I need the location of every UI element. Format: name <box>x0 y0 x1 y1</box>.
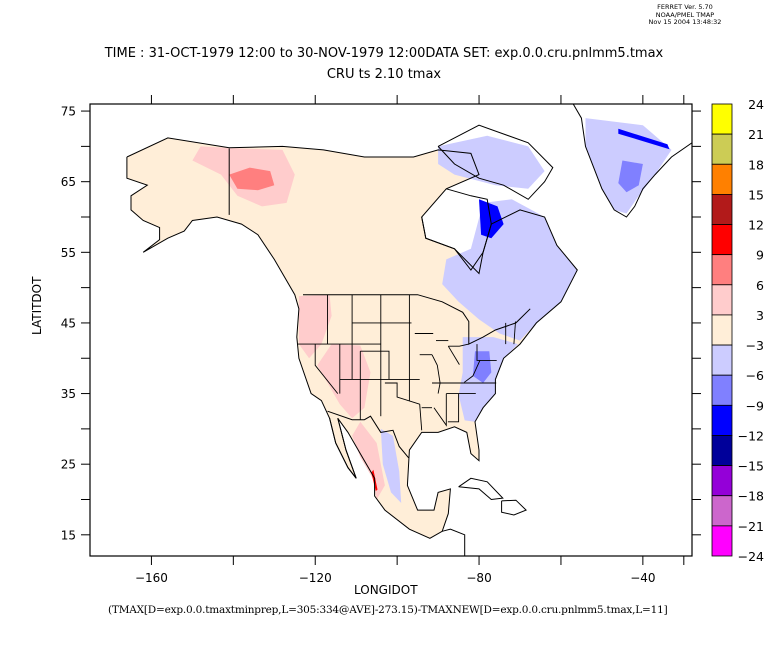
plot-title-variable: CRU ts 2.10 tmax <box>326 67 442 82</box>
y-tick-label: 55 <box>61 246 76 260</box>
footer-expression: (TMAX[D=exp.0.0.tmaxtminprep,L=305:334@A… <box>108 604 668 616</box>
colorbar-swatch <box>711 314 733 346</box>
colorbar-label: 6 <box>756 278 764 293</box>
colorbar-swatch <box>711 103 733 135</box>
state-border <box>384 382 420 405</box>
colorbar-swatch <box>711 224 733 256</box>
cuba-coast <box>458 477 504 501</box>
region-greenland-cooler <box>618 160 643 193</box>
region-western-mexico-warm <box>352 421 385 500</box>
coastline-layer <box>126 104 692 556</box>
colorbar-label: −21 <box>738 519 764 534</box>
hispaniola-coast <box>501 499 528 516</box>
baja-coast <box>329 418 357 479</box>
colorbar-label: −6 <box>746 368 764 383</box>
colorbar: 24 21 18 15 12 9 6 3 −3 −6 −9 −12 −15 −18 −21 −24 <box>711 97 764 564</box>
region-greenland-edge-cold <box>618 128 670 150</box>
colorbar-label: 15 <box>748 187 764 202</box>
x-tick-label: −80 <box>466 571 491 585</box>
state-border <box>513 321 516 345</box>
ferret-org: NOAA/PMEL TMAP <box>655 10 715 19</box>
x-tick-label: −40 <box>630 571 655 585</box>
colorbar-label: −15 <box>738 459 764 474</box>
axes-layer: −160 −120 −80 −40 15 25 35 45 55 65 75 <box>61 95 701 585</box>
region-baffin-cool <box>438 135 545 189</box>
colorbar-label: 18 <box>748 157 764 172</box>
x-axis-label: LONGIDOT <box>354 583 418 597</box>
colorbar-swatch <box>711 465 733 497</box>
baffin-island-coast <box>437 124 554 200</box>
x-tick-label: −120 <box>299 571 332 585</box>
y-tick-label: 25 <box>61 458 76 472</box>
colorbar-label: −24 <box>738 549 764 564</box>
state-border <box>447 345 460 365</box>
state-border <box>433 393 447 427</box>
anomaly-field-layer <box>126 118 672 539</box>
region-great-basin-warm <box>317 344 371 419</box>
us-mexico-border <box>327 410 409 459</box>
colorbar-label: 12 <box>748 218 764 233</box>
y-tick-label: 15 <box>61 528 76 542</box>
region-hudson-strait-cold <box>479 199 504 239</box>
colorbar-swatch <box>711 193 733 225</box>
state-border <box>448 343 469 347</box>
ferret-version-stamp: FERRET Ver. 5.70 NOAA/PMEL TMAP Nov 15 2… <box>610 3 760 27</box>
plot-frame <box>89 103 693 557</box>
region-central-mexico-cool <box>380 428 402 503</box>
colorbar-label: 9 <box>756 248 764 263</box>
y-axis-label: LATITDOT <box>30 276 44 335</box>
colorbar-swatch <box>711 495 733 527</box>
x-tick-label: −160 <box>135 571 168 585</box>
central-america-coast <box>442 528 466 556</box>
colorbar-swatch <box>711 404 733 436</box>
colorbar-swatch <box>711 525 733 557</box>
greenland-coast <box>572 104 692 218</box>
state-border <box>447 393 460 423</box>
colorbar-swatch <box>711 344 733 376</box>
colorbar-label: −12 <box>738 428 764 443</box>
state-border <box>314 344 339 394</box>
state-border <box>431 354 441 394</box>
ferret-timestamp: Nov 15 2004 13:48:32 <box>648 18 722 26</box>
y-tick-label: 35 <box>61 387 76 401</box>
region-pacific-northwest-warm <box>298 294 332 359</box>
region-appalachian-cooler <box>472 351 492 383</box>
colorbar-label: 21 <box>748 127 764 142</box>
colorbar-label: 3 <box>756 308 764 323</box>
colorbar-swatch <box>711 133 733 165</box>
colorbar-swatch <box>711 163 733 195</box>
colorbar-label: −9 <box>746 398 764 413</box>
colorbar-label: 24 <box>748 97 764 112</box>
state-border <box>476 344 497 361</box>
hudson-bay-coast <box>421 188 492 271</box>
colorbar-swatch <box>711 254 733 286</box>
y-tick-label: 45 <box>61 316 76 330</box>
region-yukon-core-warm <box>229 167 275 191</box>
y-tick-label: 65 <box>61 175 76 189</box>
ferret-version: FERRET Ver. 5.70 <box>657 3 713 11</box>
state-border <box>464 360 481 383</box>
state-border <box>419 404 423 431</box>
colorbar-swatch <box>711 435 733 467</box>
colorbar-label: −18 <box>738 489 764 504</box>
colorbar-swatch <box>711 374 733 406</box>
colorbar-label: −3 <box>746 338 764 353</box>
region-eastern-canada-cool <box>442 199 578 341</box>
plot-title-time-dataset: TIME : 31-OCT-1979 12:00 to 30-NOV-1979 … <box>104 46 664 61</box>
colorbar-swatch <box>711 284 733 316</box>
y-tick-label: 75 <box>61 105 76 119</box>
state-border <box>360 350 390 380</box>
